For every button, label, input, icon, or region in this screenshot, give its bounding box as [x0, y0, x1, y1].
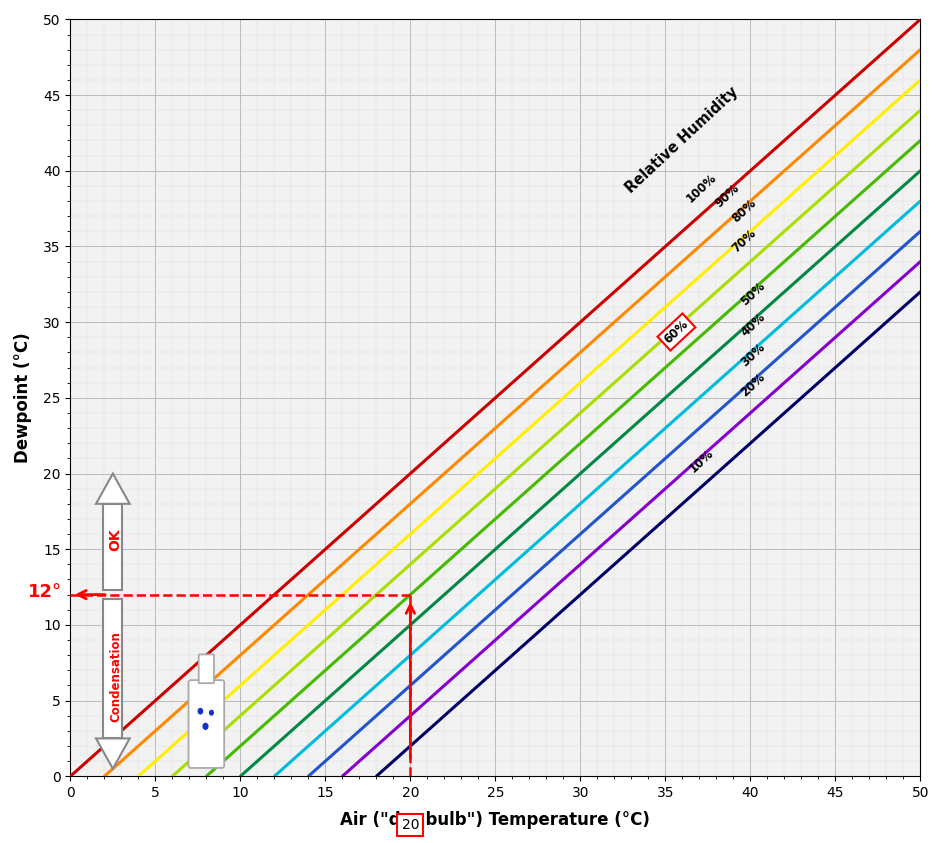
Text: OK: OK [108, 528, 123, 550]
Text: 100%: 100% [685, 171, 720, 205]
Text: Condensation: Condensation [108, 631, 122, 722]
Y-axis label: Dewpoint (°C): Dewpoint (°C) [14, 332, 32, 463]
Ellipse shape [197, 708, 204, 715]
Polygon shape [96, 474, 130, 504]
Text: 20%: 20% [738, 371, 768, 400]
FancyBboxPatch shape [199, 654, 214, 683]
Text: 30%: 30% [738, 341, 768, 369]
Text: 12°: 12° [27, 583, 62, 600]
X-axis label: Air ("dry bulb") Temperature (°C): Air ("dry bulb") Temperature (°C) [340, 811, 651, 830]
Text: 20: 20 [402, 818, 419, 832]
Bar [104, 599, 123, 738]
FancyBboxPatch shape [189, 680, 224, 768]
Text: 70%: 70% [730, 227, 759, 255]
Text: 40%: 40% [738, 310, 768, 339]
Ellipse shape [209, 710, 214, 716]
Text: 50%: 50% [738, 280, 768, 309]
Text: 60%: 60% [662, 318, 691, 346]
Bar [104, 504, 123, 590]
Text: 90%: 90% [713, 181, 742, 210]
Text: 80%: 80% [730, 196, 759, 225]
Polygon shape [96, 738, 130, 769]
Text: Relative Humidity: Relative Humidity [623, 84, 741, 196]
Text: 10%: 10% [687, 447, 717, 475]
Ellipse shape [203, 722, 208, 730]
